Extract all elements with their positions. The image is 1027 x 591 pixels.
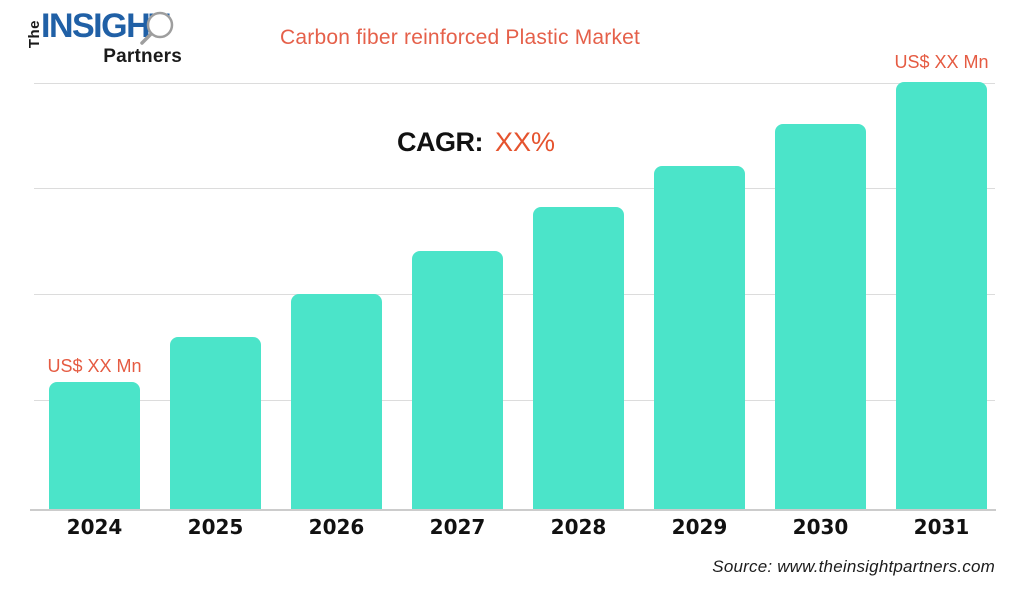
x-tick-2028: 2028 [550, 515, 607, 539]
x-tick-2024: 2024 [66, 515, 123, 539]
x-tick-2026: 2026 [308, 515, 365, 539]
bar-2027 [412, 251, 503, 509]
gridline-2 [34, 188, 995, 189]
cagr-annotation: CAGR: XX% [397, 127, 555, 158]
gridline-3 [34, 294, 995, 295]
gridline-4 [34, 400, 995, 401]
chart-title: Carbon fiber reinforced Plastic Market [280, 26, 641, 49]
x-axis-labels: 2024 2025 2026 2027 2028 2029 2030 2031 [38, 515, 995, 539]
bar-series [38, 82, 995, 509]
logo-partners: Partners [103, 46, 182, 67]
cagr-label: CAGR: [397, 127, 484, 157]
x-tick-2029: 2029 [671, 515, 728, 539]
value-label-2024: US$ XX Mn [47, 356, 142, 376]
bar-2030 [775, 123, 866, 509]
x-tick-2025: 2025 [187, 515, 244, 539]
bar-2024 [49, 382, 140, 509]
x-tick-2027: 2027 [429, 515, 486, 539]
source-note: Source: www.theinsightpartners.com [712, 557, 995, 576]
logo: The INSIGHT Partners [26, 6, 216, 76]
magnifier-icon [140, 11, 174, 45]
cagr-value: XX% [495, 127, 556, 157]
bar-2026 [291, 294, 382, 509]
bar-2031 [896, 82, 987, 509]
bar-2025 [170, 336, 261, 509]
value-label-2031: US$ XX Mn [894, 52, 989, 72]
bar-2028 [533, 207, 624, 509]
x-axis-line [30, 509, 996, 511]
x-tick-2030: 2030 [792, 515, 849, 539]
x-tick-2031: 2031 [913, 515, 970, 539]
bar-2029 [654, 166, 745, 509]
gridline-1 [34, 83, 995, 84]
